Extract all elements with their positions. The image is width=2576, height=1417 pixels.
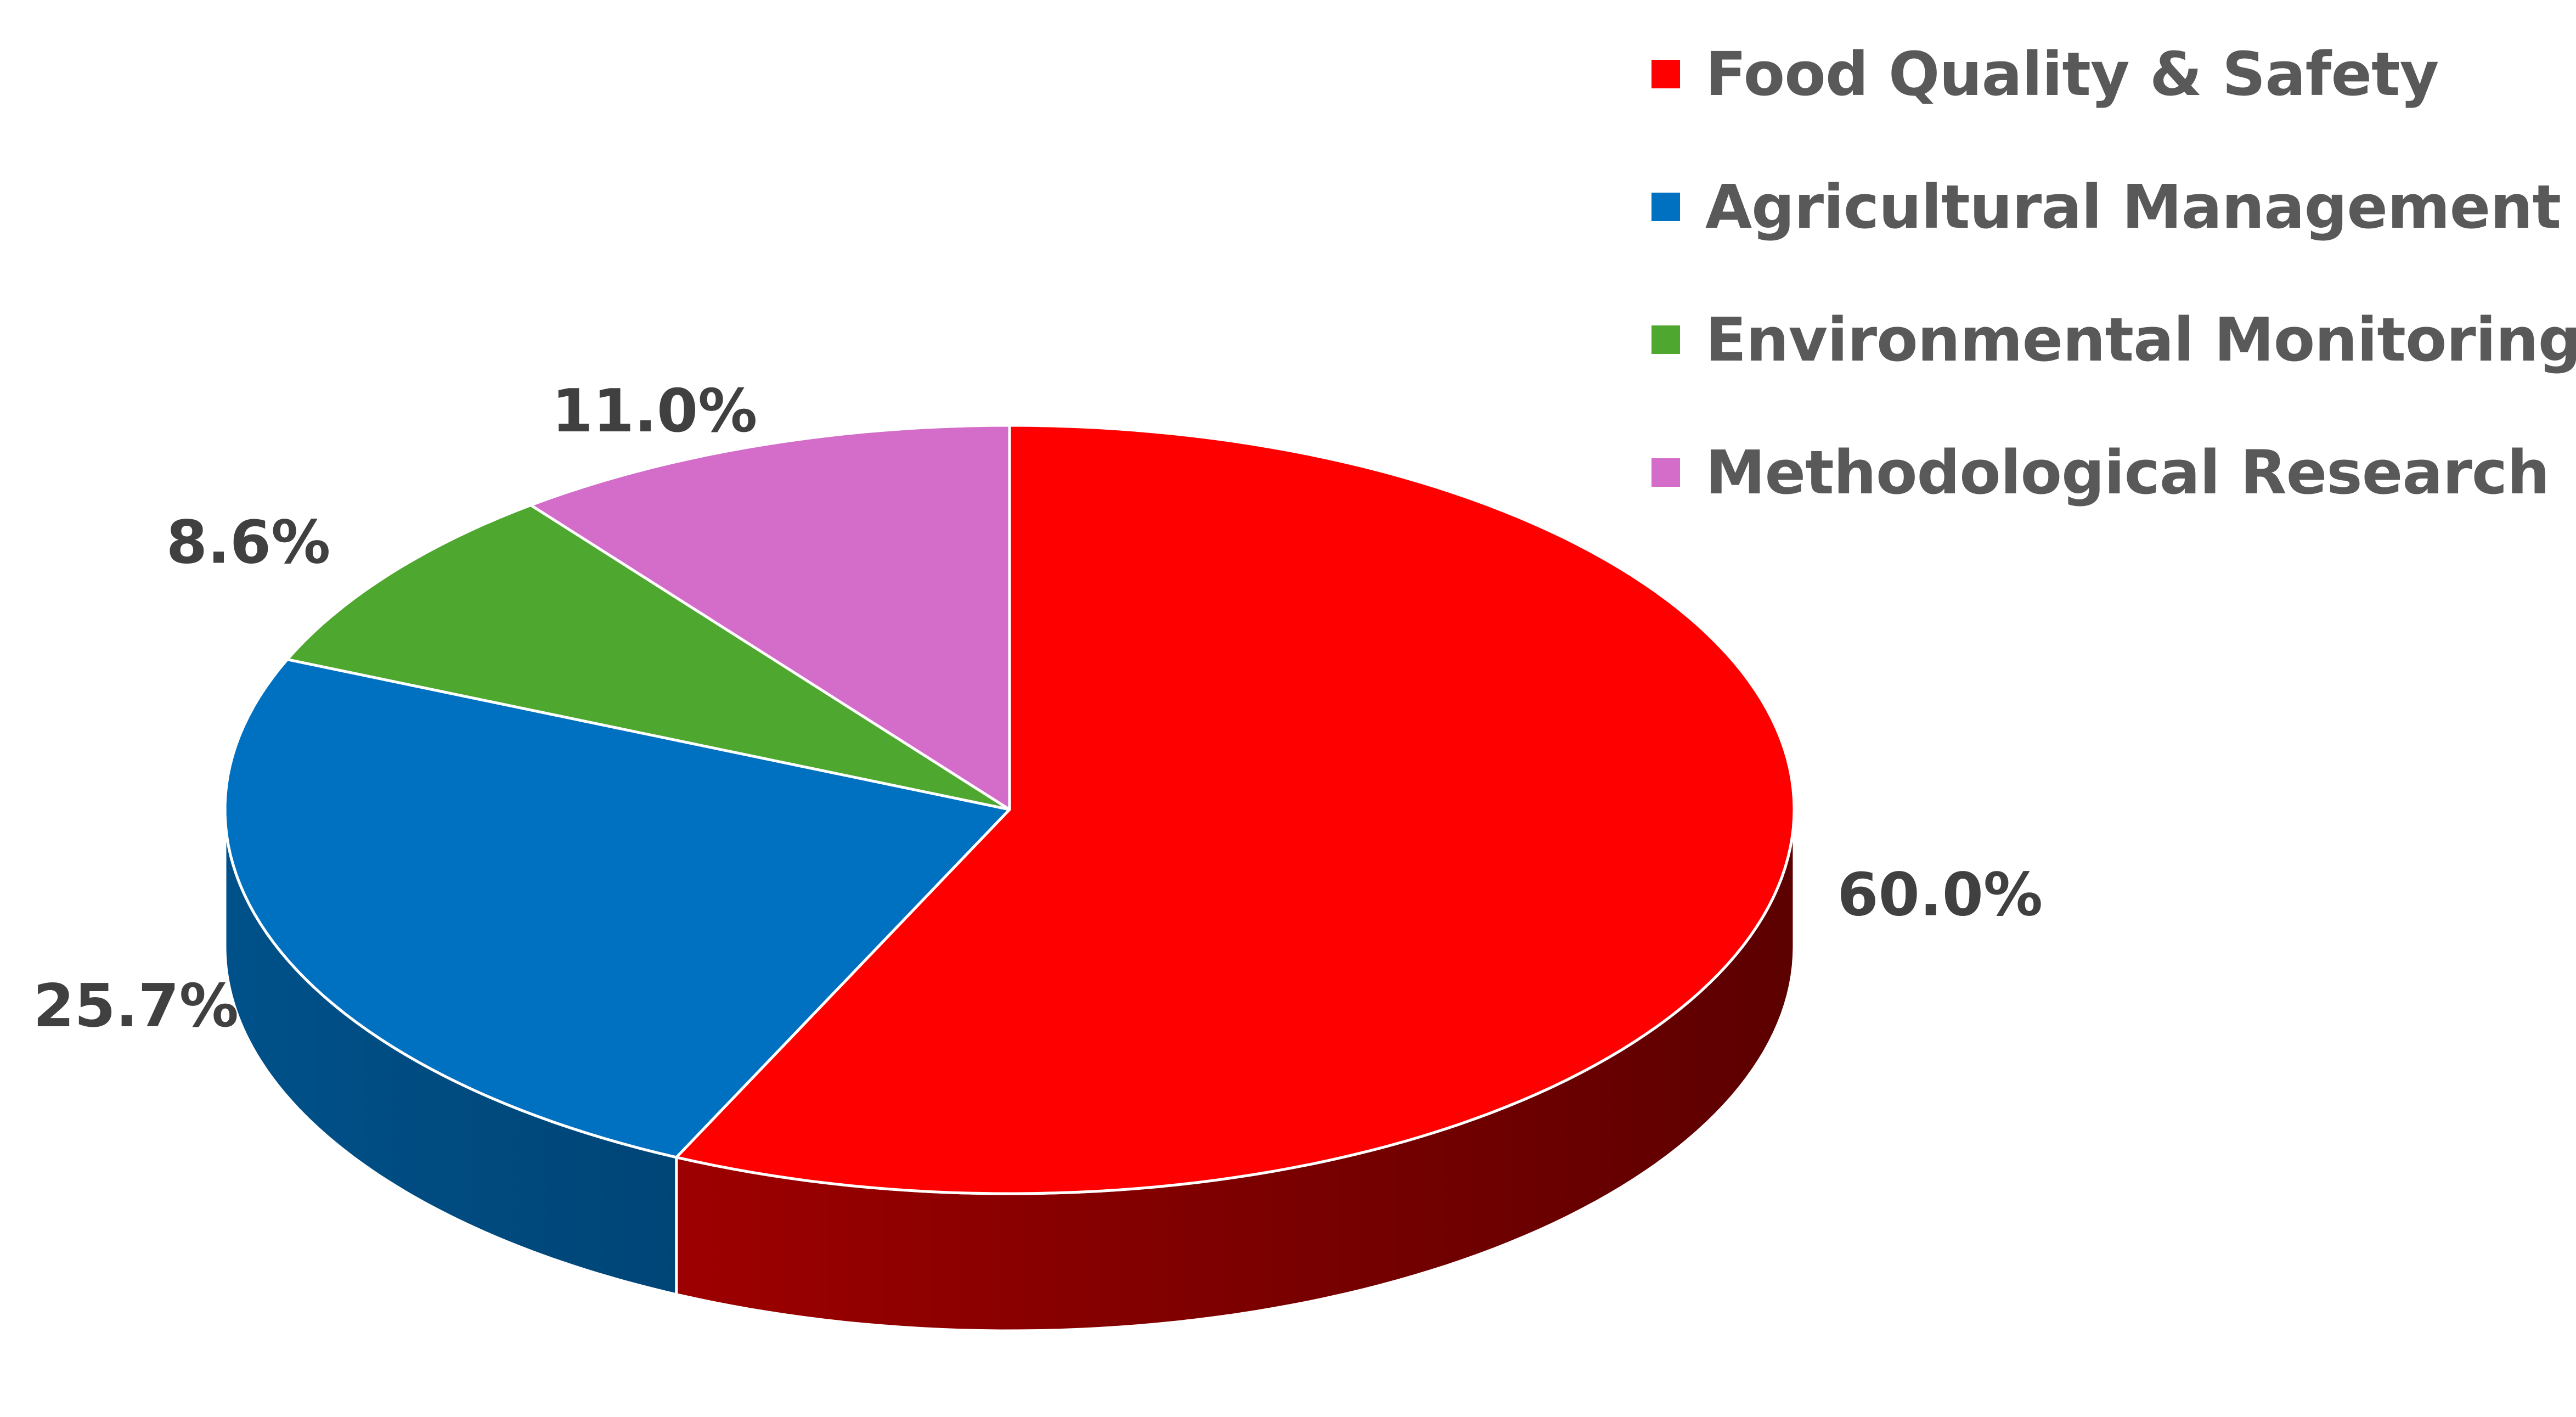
legend-swatch-methodological-research	[1651, 458, 1680, 487]
legend-label-methodological-research: Methodological Research	[1705, 437, 2550, 508]
pie-top-faces	[223, 424, 1796, 1195]
legend-item-environmental-monitoring[interactable]: Environmental Monitoring	[1651, 290, 2576, 389]
legend-label-food-quality-safety: Food Quality & Safety	[1705, 39, 2439, 109]
legend-label-environmental-monitoring: Environmental Monitoring	[1705, 305, 2576, 375]
data-label-agricultural-management: 25.7%	[33, 972, 239, 1041]
pie-slice-methodological-research[interactable]	[529, 424, 1011, 811]
legend-label-agricultural-management: Agricultural Management	[1705, 172, 2561, 242]
legend: Food Quality & Safety Agricultural Manag…	[1651, 25, 2576, 556]
data-label-methodological-research: 11.0%	[552, 377, 758, 446]
data-label-environmental-monitoring: 8.6%	[166, 509, 331, 577]
pie-slice-environmental-monitoring[interactable]	[286, 503, 1011, 811]
legend-item-methodological-research[interactable]: Methodological Research	[1651, 423, 2576, 522]
data-label-food-quality-safety: 60.0%	[1837, 861, 2043, 929]
legend-item-agricultural-management[interactable]: Agricultural Management	[1651, 158, 2576, 256]
data-labels: 60.0% 25.7% 8.6% 11.0%	[33, 377, 2043, 1041]
pie-slice-food-quality-safety[interactable]	[675, 424, 1796, 1195]
legend-swatch-agricultural-management	[1651, 193, 1680, 221]
legend-swatch-food-quality-safety	[1651, 60, 1680, 88]
legend-item-food-quality-safety[interactable]: Food Quality & Safety	[1651, 25, 2576, 123]
pie-slice-agricultural-management[interactable]	[223, 658, 1011, 1159]
legend-swatch-environmental-monitoring	[1651, 325, 1680, 354]
